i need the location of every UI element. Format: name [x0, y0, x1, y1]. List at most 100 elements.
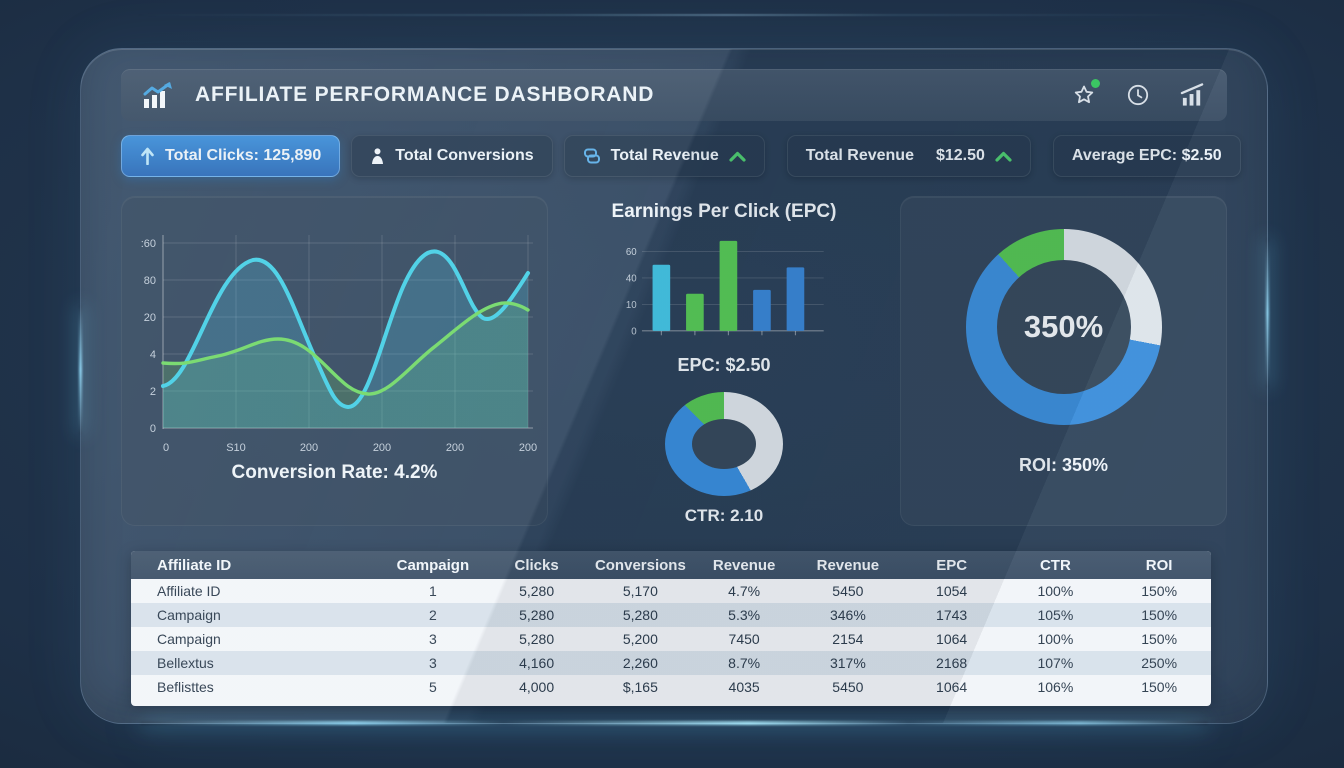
- column-header[interactable]: Campaign: [396, 556, 470, 574]
- stat-chip-total-clicks[interactable]: Total Clicks: 125,890: [121, 135, 341, 177]
- roi-donut-chart: 350%: [965, 229, 1162, 425]
- table-cell: Affiliate ID: [157, 583, 221, 599]
- cyan-series-line: [161, 249, 530, 410]
- column-header[interactable]: Clicks: [514, 556, 559, 574]
- table-cell: 250%: [1141, 655, 1178, 671]
- table-cell: 150%: [1141, 607, 1178, 623]
- stat-label: Total Revenue: [610, 147, 719, 164]
- table-row[interactable]: Beflisttes 5 4,000 $,165 4035 5450 1064 106% 150…: [131, 675, 1211, 699]
- svg-text:20: 20: [144, 312, 156, 324]
- table-cell: 5,280: [519, 631, 555, 647]
- table-cell: 150%: [1141, 583, 1178, 599]
- stat-label: Total Clicks: 125,890: [165, 147, 322, 164]
- table-cell: 100%: [1037, 583, 1074, 599]
- table-cell: 1054: [936, 583, 968, 599]
- roi-caption: ROI: 350%: [1018, 455, 1109, 475]
- table-row[interactable]: Bellextus 3 4,160 2,260 8.7% 317% 2168 107% 250%: [131, 651, 1211, 675]
- column-header[interactable]: Revenue: [816, 556, 880, 574]
- chevron-up-icon: [995, 151, 1012, 162]
- ctr-donut-hole: [692, 418, 756, 469]
- table-row[interactable]: Campaign 2 5,280 5,280 5.3% 346% 1743 105% 150%: [131, 603, 1211, 627]
- epc-bar-chart: 60 40 10 0: [626, 240, 824, 337]
- epc-caption: EPC: $2.50: [677, 354, 771, 375]
- column-header[interactable]: CTR: [1039, 556, 1071, 574]
- charts-row: :60 80 20 4 2 0 0 S10 200 200 200 200: [121, 196, 1227, 526]
- svg-text:0: 0: [150, 423, 156, 435]
- table-cell: 5450: [832, 583, 864, 599]
- roi-card: 350% ROI: 350%: [900, 196, 1227, 526]
- conversion-trend-chart: :60 80 20 4 2 0 0 S10 200 200 200 200: [141, 235, 537, 454]
- svg-text:S10: S10: [226, 442, 246, 454]
- background-light-streak: [134, 14, 1210, 16]
- ctr-caption: CTR: 2.10: [684, 506, 764, 525]
- table-cell: Beflisttes: [157, 679, 214, 695]
- table-cell: 150%: [1141, 631, 1178, 647]
- header-bar: AFFILIATE PERFORMANCE DASHBORAND: [121, 69, 1227, 121]
- table-cell: 2154: [832, 631, 864, 647]
- svg-text:200: 200: [300, 442, 318, 454]
- stat-chip-total-conversions[interactable]: Total Conversions: [351, 135, 553, 177]
- table-cell: 317%: [829, 655, 866, 671]
- epc-bar: [719, 240, 738, 331]
- table-cell: 5: [428, 679, 437, 695]
- table-cell: Campaign: [157, 607, 221, 623]
- arrow-up-icon: [141, 147, 154, 165]
- epc-bar: [786, 267, 805, 331]
- table-cell: 2,260: [622, 655, 658, 671]
- stat-value: $12.50: [935, 147, 985, 164]
- panel-bottom-glow: [140, 721, 1208, 725]
- column-header[interactable]: Conversions: [594, 556, 686, 574]
- table-cell: 4035: [728, 679, 760, 695]
- affiliate-table-body: Affiliate ID 1 5,280 5,170 4.7% 5450 1054 100% 1…: [131, 579, 1211, 699]
- column-header[interactable]: Affiliate ID: [157, 556, 232, 574]
- star-icon[interactable]: [1071, 79, 1100, 108]
- person-icon: [372, 148, 384, 164]
- table-cell: 1064: [936, 679, 968, 695]
- table-header-row: Affiliate ID Campaign Clicks Conversions Rev…: [131, 551, 1211, 579]
- table-cell: 5.3%: [728, 607, 761, 623]
- svg-text:40: 40: [626, 273, 637, 284]
- svg-text::60: :60: [141, 238, 156, 250]
- svg-text:10: 10: [626, 300, 637, 311]
- stat-chip-total-revenue[interactable]: Total Revenue: [563, 135, 765, 177]
- table-cell: 2168: [936, 655, 968, 671]
- table-cell: 100%: [1037, 631, 1074, 647]
- stat-chip-total-revenue-value[interactable]: Total Revenue $12.50: [786, 135, 1031, 177]
- table-cell: 5,280: [519, 607, 555, 623]
- table-cell: 7450: [728, 631, 760, 647]
- notification-dot: [1091, 79, 1100, 88]
- column-header[interactable]: ROI: [1145, 556, 1173, 574]
- affiliate-table: Affiliate ID Campaign Clicks Conversions Rev…: [131, 551, 1211, 706]
- table-cell: 1743: [936, 607, 968, 623]
- panel-right-glow: [1266, 237, 1269, 388]
- svg-text:0: 0: [631, 326, 637, 337]
- table-cell: 5,200: [622, 631, 658, 647]
- coin-icon: [583, 148, 600, 164]
- stat-label: Total Revenue: [805, 147, 914, 164]
- page-title: AFFILIATE PERFORMANCE DASHBORAND: [195, 83, 655, 106]
- table-cell: 1: [428, 583, 437, 599]
- bar-chart-trend-icon: [143, 82, 172, 108]
- epc-bar: [686, 293, 704, 331]
- table-cell: 8.7%: [728, 655, 761, 671]
- table-cell: 4.7%: [728, 583, 761, 599]
- table-cell: 5,280: [519, 583, 555, 599]
- column-header[interactable]: EPC: [936, 556, 968, 574]
- table-row[interactable]: Campaign 3 5,280 5,200 7450 2154 1064 100% 150%: [131, 627, 1211, 651]
- epc-ctr-column: Earnings Per Click (EPC) 60: [563, 196, 885, 526]
- stat-chip-average-epc[interactable]: Average EPC: $2.50: [1052, 135, 1241, 177]
- table-cell: 1064: [936, 631, 968, 647]
- column-header[interactable]: Revenue: [712, 556, 776, 574]
- clock-icon[interactable]: [1125, 82, 1151, 108]
- panel-left-glow: [79, 305, 82, 436]
- table-cell: 5,170: [622, 583, 658, 599]
- stat-label: Average EPC: $2.50: [1071, 147, 1222, 164]
- table-cell: 346%: [829, 607, 866, 623]
- analytics-icon[interactable]: [1179, 82, 1205, 108]
- table-row[interactable]: Affiliate ID 1 5,280 5,170 4.7% 5450 1054 100% 1…: [131, 579, 1211, 603]
- table-cell: 150%: [1141, 679, 1178, 695]
- table-cell: 5,280: [622, 607, 658, 623]
- table-cell: $,165: [622, 679, 658, 695]
- stats-row: Total Clicks: 125,890 Total Conversions …: [121, 135, 1241, 177]
